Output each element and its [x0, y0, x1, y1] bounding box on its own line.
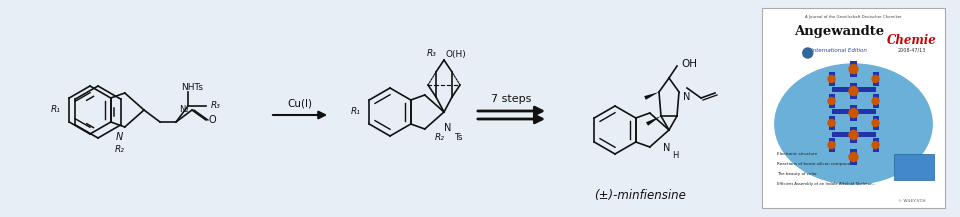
- Polygon shape: [873, 138, 878, 152]
- Circle shape: [849, 87, 858, 95]
- Text: R₁: R₁: [351, 107, 361, 117]
- Polygon shape: [828, 94, 834, 108]
- Polygon shape: [873, 72, 878, 86]
- Polygon shape: [828, 116, 834, 130]
- Circle shape: [849, 64, 858, 74]
- Text: N: N: [116, 133, 124, 143]
- Polygon shape: [831, 132, 853, 136]
- Text: Chemie: Chemie: [887, 35, 937, 48]
- Circle shape: [872, 120, 879, 127]
- Text: N: N: [684, 92, 690, 102]
- Circle shape: [828, 120, 835, 127]
- Polygon shape: [853, 132, 876, 136]
- Circle shape: [849, 130, 858, 140]
- Text: R₂: R₂: [115, 145, 125, 154]
- Polygon shape: [644, 92, 659, 100]
- Polygon shape: [850, 127, 857, 143]
- Polygon shape: [831, 110, 853, 115]
- Polygon shape: [831, 87, 853, 92]
- Circle shape: [828, 97, 835, 105]
- Text: H: H: [672, 151, 678, 161]
- Text: Reactions of boron-silicon compounds: Reactions of boron-silicon compounds: [777, 162, 854, 166]
- Text: OH: OH: [681, 59, 697, 69]
- Circle shape: [872, 141, 879, 148]
- Text: R₂: R₂: [435, 133, 444, 143]
- Text: N: N: [444, 123, 452, 133]
- Circle shape: [872, 97, 879, 105]
- Text: The beauty of color: The beauty of color: [777, 172, 817, 176]
- Text: NHTs: NHTs: [181, 84, 203, 92]
- Ellipse shape: [775, 64, 932, 184]
- Polygon shape: [850, 105, 857, 121]
- Text: Efficient Assembly of an Indole Alkaloid Skeleton...: Efficient Assembly of an Indole Alkaloid…: [777, 182, 876, 186]
- Circle shape: [828, 141, 835, 148]
- Text: O(H): O(H): [445, 49, 467, 59]
- Circle shape: [849, 153, 858, 161]
- Text: Angewandte: Angewandte: [794, 25, 884, 38]
- Text: 7 steps: 7 steps: [492, 94, 532, 104]
- Circle shape: [803, 48, 813, 58]
- Text: Ts: Ts: [454, 133, 463, 143]
- Bar: [762, 8, 945, 208]
- Polygon shape: [828, 138, 834, 152]
- Text: A Journal of the Gesellschaft Deutscher Chemiker: A Journal of the Gesellschaft Deutscher …: [805, 15, 901, 19]
- Text: R₁: R₁: [51, 105, 60, 115]
- Text: 2008-47/13: 2008-47/13: [898, 48, 926, 53]
- Polygon shape: [850, 149, 857, 165]
- Text: (±)-minfiensine: (±)-minfiensine: [594, 189, 686, 202]
- Polygon shape: [853, 110, 876, 115]
- Circle shape: [849, 108, 858, 117]
- Circle shape: [828, 76, 835, 82]
- Text: R₃: R₃: [211, 102, 221, 110]
- Text: O: O: [208, 115, 216, 125]
- Polygon shape: [873, 116, 878, 130]
- Text: Cu(I): Cu(I): [287, 98, 313, 108]
- Polygon shape: [828, 72, 834, 86]
- Text: N₂: N₂: [180, 105, 189, 115]
- Polygon shape: [873, 94, 878, 108]
- Polygon shape: [646, 116, 661, 126]
- Text: R₃: R₃: [427, 49, 437, 59]
- Text: Electronic structure: Electronic structure: [777, 152, 817, 156]
- Text: N: N: [663, 143, 671, 153]
- Polygon shape: [850, 83, 857, 99]
- Bar: [894, 154, 934, 180]
- Text: International Edition: International Edition: [811, 48, 867, 53]
- Polygon shape: [853, 87, 876, 92]
- Text: © WILEY-VCH: © WILEY-VCH: [899, 199, 925, 203]
- Circle shape: [872, 76, 879, 82]
- Polygon shape: [850, 61, 857, 77]
